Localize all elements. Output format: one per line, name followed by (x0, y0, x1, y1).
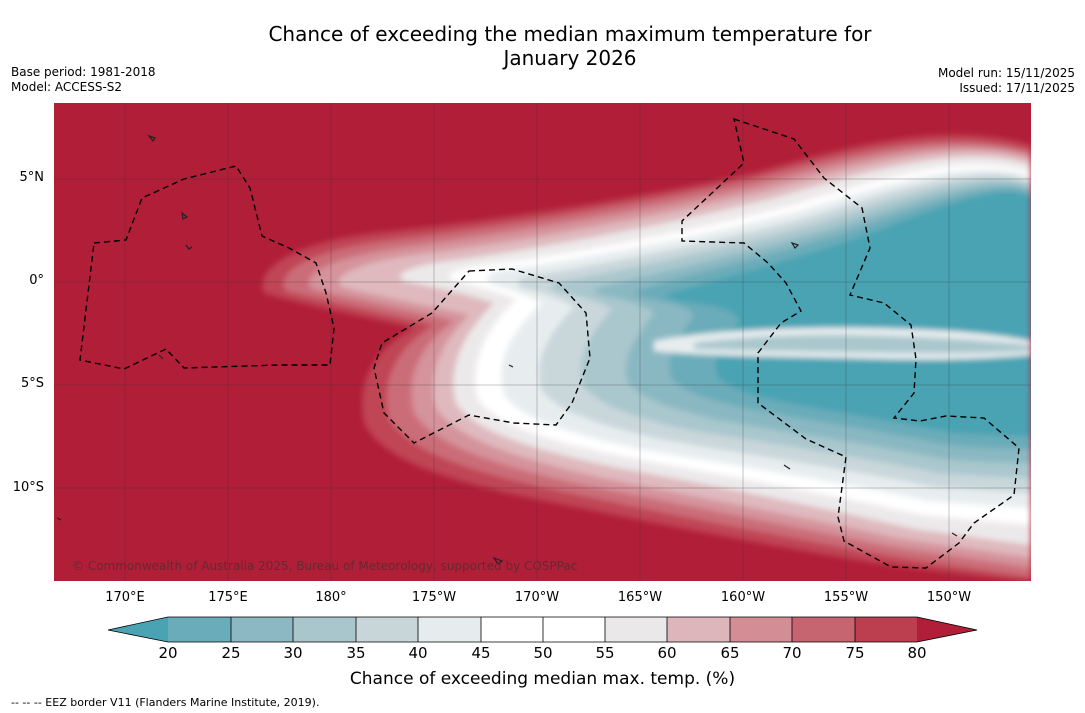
colorbar-tick-75: 75 (845, 644, 865, 662)
islands (56, 134, 958, 565)
colorbar-extend-high (917, 617, 977, 642)
island-7 (56, 517, 62, 521)
meta-right: Model run: 15/11/2025 Issued: 17/11/2025 (938, 66, 1075, 96)
lon-label-165w: 165°W (617, 590, 663, 605)
island-1 (147, 134, 156, 143)
model-run: Model run: 15/11/2025 (937, 66, 1075, 80)
colorbar-segment (418, 617, 481, 642)
island-5 (492, 556, 504, 565)
colorbar-segment (293, 617, 356, 642)
lon-label-150w: 150°W (926, 590, 972, 605)
copyright-notice: © Commonwealth of Australia 2025, Bureau… (72, 559, 578, 573)
lon-label-160w: 160°W (720, 590, 766, 605)
colorbar-segment (730, 617, 792, 642)
lon-label-175e: 175°E (208, 590, 248, 605)
island-6 (158, 354, 164, 360)
colorbar-tick-50: 50 (533, 644, 553, 662)
colorbar-tick-80: 80 (907, 644, 927, 662)
title-line-2: January 2026 (503, 46, 637, 70)
graticule (54, 103, 1031, 581)
colorbar-tick-20: 20 (158, 644, 178, 662)
colorbar-segment (356, 617, 418, 642)
lon-label-170w: 170°W (514, 590, 560, 605)
lat-label-10s: 10°S (12, 480, 44, 495)
lat-label-5s: 5°S (20, 376, 44, 391)
colorbar-tick-60: 60 (657, 644, 677, 662)
colorbar-segment (605, 617, 667, 642)
colorbar-tick-70: 70 (782, 644, 802, 662)
colorbar-label: Chance of exceeding median max. temp. (%… (349, 669, 736, 689)
lat-label-5n: 5°N (19, 170, 45, 185)
eez-kiribati-line (681, 117, 1020, 569)
colorbar-segment (792, 617, 855, 642)
title-line-1: Chance of exceeding the median maximum t… (268, 22, 872, 46)
colorbar-tick-35: 35 (346, 644, 366, 662)
colorbar-tick-55: 55 (595, 644, 615, 662)
colorbar-tick-25: 25 (221, 644, 241, 662)
colorbar-extend-low (108, 617, 168, 642)
colorbar-segments (168, 617, 917, 642)
island-4 (790, 241, 800, 249)
colorbar-segment (667, 617, 730, 642)
chart-title: Chance of exceeding the median maximum t… (0, 22, 1085, 70)
eez-borders (79, 117, 1020, 569)
island-9 (508, 364, 514, 368)
colorbar-segment (543, 617, 605, 642)
colorbar (107, 616, 978, 643)
colorbar-tick-40: 40 (408, 644, 428, 662)
lon-label-175w: 175°W (411, 590, 457, 605)
eez-kiribati-gilbert (79, 165, 335, 370)
colorbar-tick-45: 45 (471, 644, 491, 662)
colorbar-segment (481, 617, 543, 642)
issued-date: Issued: 17/11/2025 (959, 81, 1075, 95)
lon-label-170e: 170°E (105, 590, 145, 605)
colorbar-segment (231, 617, 293, 642)
model-name: Model: ACCESS-S2 (11, 80, 123, 94)
island-10 (951, 532, 958, 537)
eez-kiribati-phoenix (373, 268, 591, 444)
lon-label-180: 180° (315, 590, 347, 605)
meta-left: Base period: 1981-2018 Model: ACCESS-S2 (11, 65, 156, 95)
island-8 (783, 464, 791, 470)
probability-map (54, 103, 1031, 581)
eez-footnote: -- -- -- EEZ border V11 (Flanders Marine… (11, 696, 320, 709)
lon-label-155w: 155°W (823, 590, 869, 605)
colorbar-segment (855, 617, 917, 642)
map-panel[interactable] (54, 103, 1031, 581)
colorbar-outline (107, 616, 978, 643)
base-period: Base period: 1981-2018 (11, 65, 156, 79)
lat-label-0: 0° (29, 273, 44, 288)
island-2 (181, 211, 189, 220)
band-20-25 (664, 191, 1031, 436)
island-3 (185, 244, 193, 250)
colorbar-segment (168, 617, 231, 642)
colorbar-tick-65: 65 (720, 644, 740, 662)
colorbar-tick-30: 30 (283, 644, 303, 662)
equatorial-inner-tongue (694, 335, 1031, 354)
